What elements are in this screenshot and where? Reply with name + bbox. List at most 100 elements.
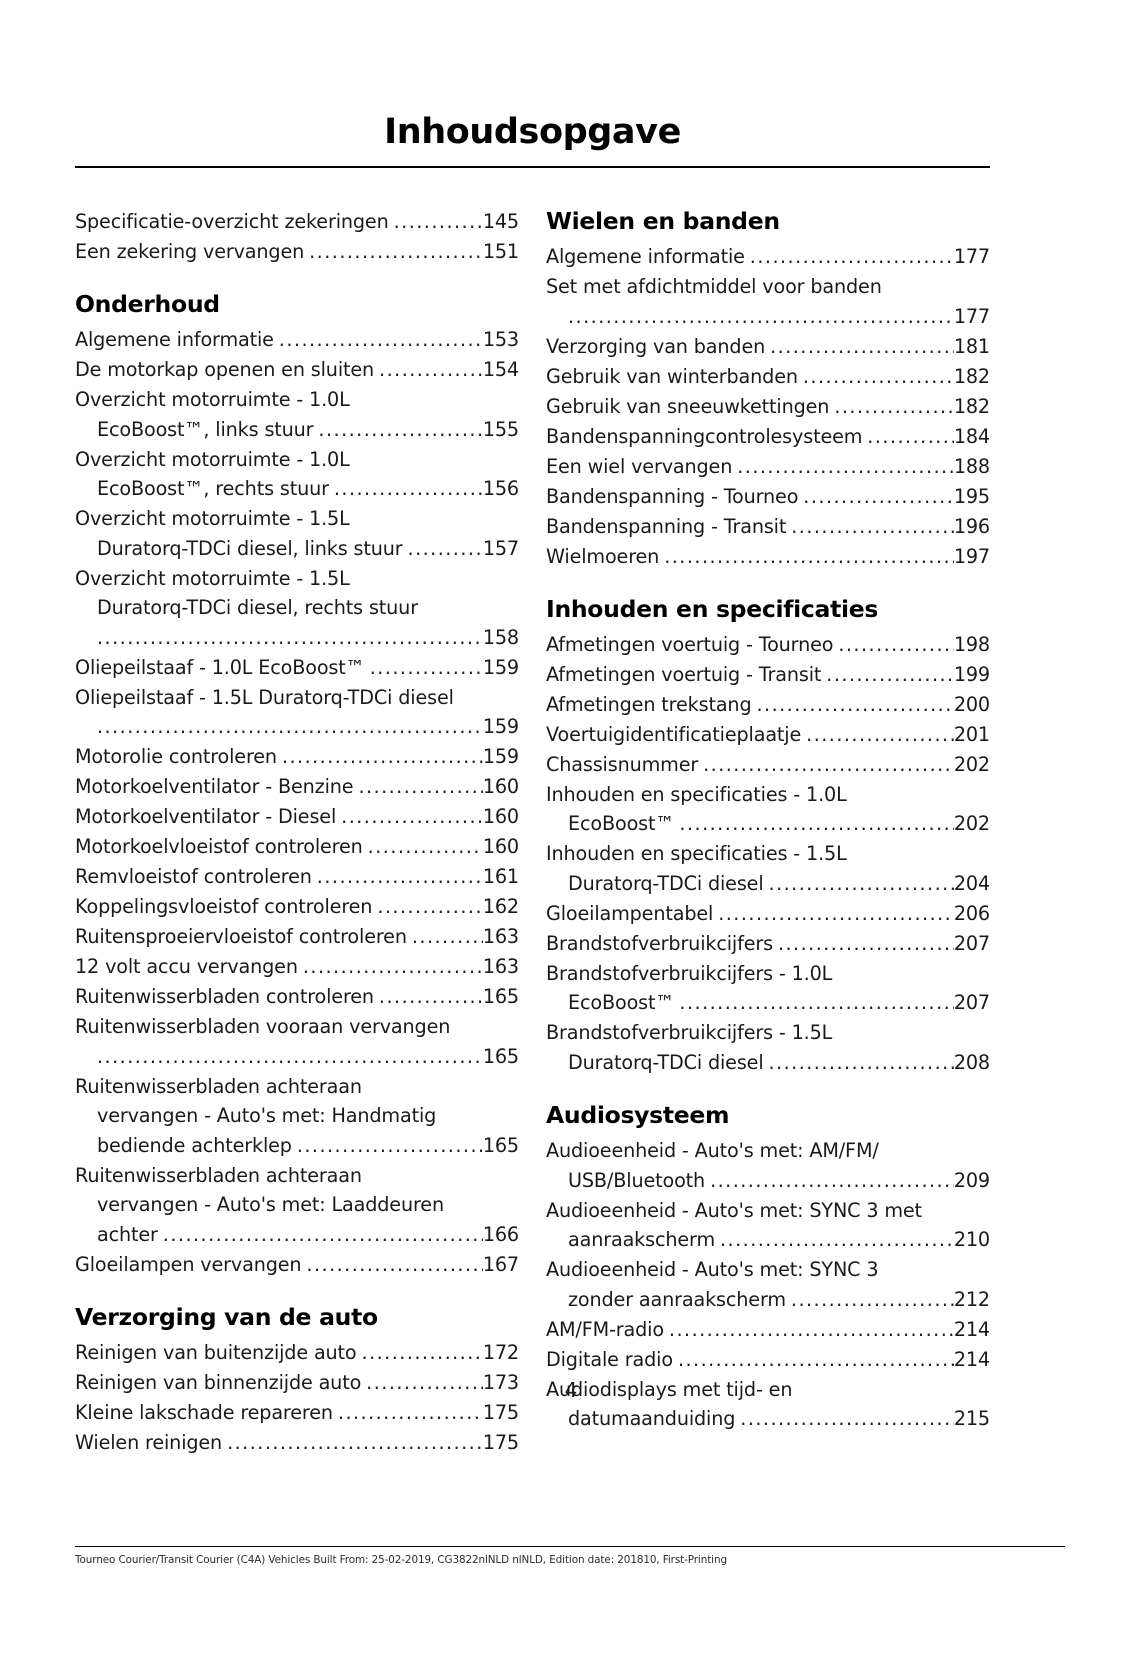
toc-entry[interactable]: Audioeenheid - Auto's met: SYNC 3 met aan… [546, 1196, 990, 1255]
toc-leader-dots: ........................................… [377, 895, 483, 919]
toc-entry[interactable]: Chassisnummer...........................… [546, 750, 990, 780]
toc-entry[interactable]: Bandenspanning - Transit................… [546, 512, 990, 542]
toc-leader-dots: ........................................… [826, 662, 954, 686]
toc-entry[interactable]: Wielmoeren..............................… [546, 542, 990, 572]
toc-entry-last-line: ........................................… [75, 623, 519, 653]
toc-entry-label: Bandenspanningcontrolesysteem [546, 424, 863, 448]
toc-entry[interactable]: Audioeenheid - Auto's met: AM/FM/USB/Blu… [546, 1136, 990, 1195]
toc-leader-dots: ........................................… [411, 925, 483, 949]
toc-entry-page: 162 [482, 895, 519, 919]
footer-text: Tourneo Courier/Transit Courier (C4A) Ve… [75, 1554, 727, 1566]
toc-entry[interactable]: Brandstofverbruikcijfers - 1.5L Duratorq-… [546, 1018, 990, 1077]
toc-entry-page: 200 [953, 692, 990, 716]
toc-entry[interactable]: AM/FM-radio.............................… [546, 1315, 990, 1345]
toc-entry[interactable]: Overzicht motorruimte - 1.0L EcoBoost™, r… [75, 445, 519, 504]
toc-section-heading: Audiosysteem [546, 1100, 730, 1129]
toc-entry[interactable]: Reinigen van binnenzijde auto...........… [75, 1368, 519, 1398]
toc-entry[interactable]: Afmetingen voertuig - Transit...........… [546, 660, 990, 690]
toc-entry-label: EcoBoost™, rechts stuur [97, 477, 329, 501]
toc-entry-label: achter [97, 1222, 158, 1246]
toc-entry[interactable]: 12 volt accu vervangen..................… [75, 952, 519, 982]
toc-entry-line: 12 volt accu vervangen..................… [75, 952, 519, 982]
footer-divider [75, 1546, 1065, 1547]
toc-entry-page: 156 [482, 477, 519, 501]
toc-entry[interactable]: Een wiel vervangen......................… [546, 452, 990, 482]
toc-entry-label: Reinigen van binnenzijde auto [75, 1370, 362, 1394]
toc-entry[interactable]: Remvloeistof controleren................… [75, 862, 519, 892]
toc-entry[interactable]: Gebruik van winterbanden................… [546, 362, 990, 392]
toc-entry[interactable]: Oliepeilstaaf - 1.5L Duratorq-TDCi diese… [75, 683, 519, 742]
toc-entry-page: 160 [482, 835, 519, 859]
toc-entry-label: Wielen reinigen [75, 1430, 223, 1454]
toc-entry[interactable]: Inhouden en specificaties - 1.0L EcoBoost… [546, 780, 990, 839]
toc-entry-last-line: bediende achterklep.....................… [75, 1131, 519, 1161]
toc-entry[interactable]: Voertuigidentificatieplaatje............… [546, 720, 990, 750]
toc-entry-label: Algemene informatie [546, 245, 745, 269]
toc-entry[interactable]: Oliepeilstaaf - 1.0L EcoBoost™..........… [75, 653, 519, 683]
toc-entry[interactable]: Set met afdichtmiddel voor banden.......… [546, 272, 990, 331]
toc-entry[interactable]: Gloeilampentabel........................… [546, 899, 990, 929]
toc-entry[interactable]: Gloeilampen vervangen...................… [75, 1250, 519, 1280]
toc-entry-page: 173 [482, 1370, 519, 1394]
toc-entry-page: 177 [953, 245, 990, 269]
toc-entry[interactable]: Ruitenwisserbladen vooraan vervangen....… [75, 1012, 519, 1071]
toc-entry-label: Afmetingen voertuig - Transit [546, 662, 822, 686]
toc-entry[interactable]: Verzorging van banden...................… [546, 332, 990, 362]
toc-entry[interactable]: Gebruik van sneeuwkettingen.............… [546, 392, 990, 422]
toc-entry-page: 163 [482, 955, 519, 979]
toc-entry[interactable]: Bandenspanningcontrolesysteem...........… [546, 422, 990, 452]
toc-entry-last-line: EcoBoost™...............................… [546, 809, 990, 839]
toc-leader-dots: ........................................… [97, 715, 483, 739]
toc-entry-label-line: Audioeenheid - Auto's met: SYNC 3 [546, 1258, 879, 1282]
toc-entry[interactable]: Wielen reinigen.........................… [75, 1428, 519, 1458]
toc-entry[interactable]: Audioeenheid - Auto's met: SYNC 3 zonder … [546, 1255, 990, 1314]
toc-section-heading: Onderhoud [75, 290, 220, 318]
toc-entry-label: Een zekering vervangen [75, 240, 305, 263]
toc-entry[interactable]: Afmetingen trekstang....................… [546, 690, 990, 720]
toc-leader-dots: ........................................… [162, 1222, 483, 1246]
toc-entry[interactable]: Afmetingen voertuig - Tourneo...........… [546, 630, 990, 660]
toc-leader-dots: ........................................… [309, 240, 483, 263]
toc-leader-dots: ........................................… [378, 985, 483, 1009]
toc-entry[interactable]: Ruitenwisserbladen achteraan vervangen - … [75, 1072, 519, 1161]
toc-entry-page: 167 [482, 1252, 519, 1276]
toc-leader-dots: ........................................… [834, 394, 954, 418]
toc-entry[interactable]: Audiodisplays met tijd- en datumaanduidin… [546, 1375, 990, 1434]
toc-entry[interactable]: Bandenspanning - Tourneo................… [546, 482, 990, 512]
toc-entry[interactable]: Inhouden en specificaties - 1.5L Duratorq… [546, 839, 990, 898]
toc-entry[interactable]: Overzicht motorruimte - 1.5L Duratorq-TDC… [75, 504, 519, 563]
toc-entry[interactable]: Brandstofverbruikcijfers................… [546, 929, 990, 959]
toc-entry[interactable]: Motorkoelvloeistof controleren..........… [75, 832, 519, 862]
toc-entry[interactable]: De motorkap openen en sluiten...........… [75, 355, 519, 385]
toc-entry-label: Afmetingen trekstang [546, 692, 752, 716]
toc-leader-dots: ........................................… [302, 955, 483, 979]
toc-entry[interactable]: Motorolie controleren...................… [75, 742, 519, 772]
toc-entry-page: 145 [482, 210, 519, 233]
toc-entry[interactable]: Algemene informatie.....................… [546, 242, 990, 272]
toc-entry[interactable]: Algemene informatie.....................… [75, 325, 519, 355]
toc-entry[interactable]: Specificatie-overzicht zekeringen.......… [75, 207, 519, 237]
toc-entry[interactable]: Ruitenwisserbladen achteraan vervangen - … [75, 1161, 519, 1250]
toc-entry[interactable]: Een zekering vervangen..................… [75, 237, 519, 267]
toc-leader-dots: ........................................… [668, 1317, 954, 1341]
toc-entry[interactable]: Koppelingsvloeistof controleren.........… [75, 892, 519, 922]
toc-entry[interactable]: Ruitenwisserbladen controleren..........… [75, 982, 519, 1012]
toc-entry[interactable]: Motorkoelventilator - Benzine...........… [75, 772, 519, 802]
toc-entry-page: 175 [482, 1430, 519, 1454]
toc-entry-label: Motorkoelventilator - Diesel [75, 805, 337, 829]
toc-entry[interactable]: Brandstofverbruikcijfers - 1.0L EcoBoost™… [546, 959, 990, 1018]
toc-entry[interactable]: Ruitensproeiervloeistof controleren.....… [75, 922, 519, 952]
toc-leader-dots: ........................................… [838, 632, 953, 656]
toc-entry-page: 214 [953, 1317, 990, 1341]
toc-entry[interactable]: Kleine lakschade repareren..............… [75, 1398, 519, 1428]
title-divider [75, 166, 990, 169]
toc-entry[interactable]: Overzicht motorruimte - 1.0L EcoBoost™, l… [75, 385, 519, 444]
toc-entry[interactable]: Overzicht motorruimte - 1.5L Duratorq-TDC… [75, 564, 519, 653]
toc-entry[interactable]: Reinigen van buitenzijde auto...........… [75, 1338, 519, 1368]
toc-entry-page: 165 [482, 985, 519, 1009]
toc-entry-label: Algemene informatie [75, 328, 274, 352]
toc-entry[interactable]: Digitale radio..........................… [546, 1345, 990, 1375]
toc-entry-line: Afmetingen voertuig - Transit...........… [546, 660, 990, 690]
toc-entry-line: Wielen reinigen.........................… [75, 1428, 519, 1458]
toc-entry[interactable]: Motorkoelventilator - Diesel............… [75, 802, 519, 832]
